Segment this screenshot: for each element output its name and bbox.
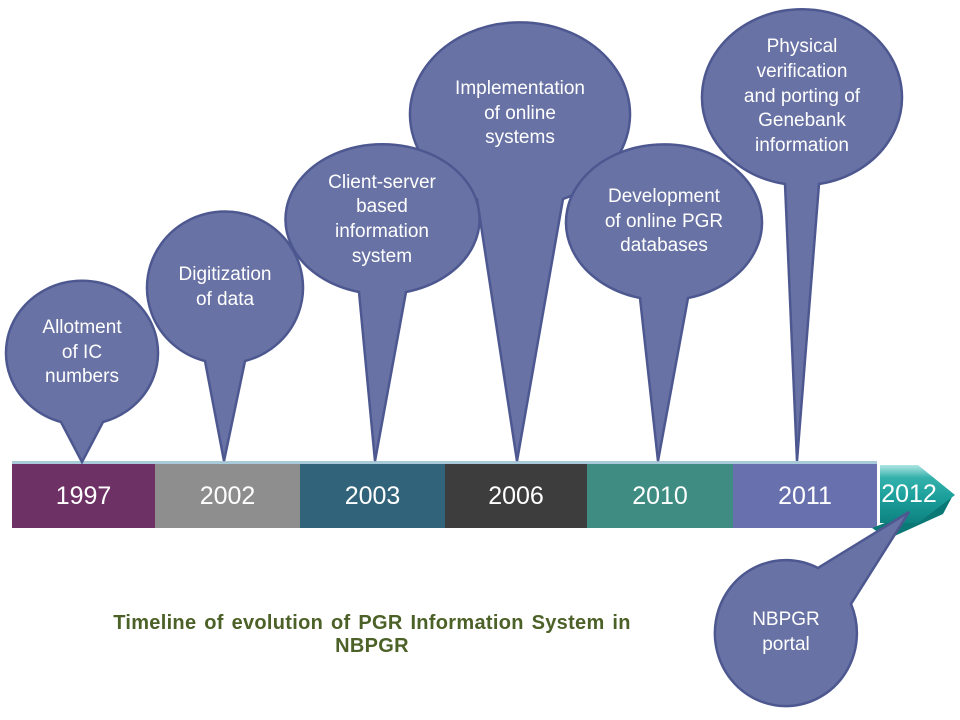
segment-2011	[733, 464, 877, 528]
segment-1997	[12, 464, 155, 528]
callout-implementation-shape	[408, 21, 632, 462]
callout-allotment-shape	[4, 279, 160, 465]
callout-physical-verification-shape	[700, 8, 904, 462]
arrow-2012	[880, 465, 955, 523]
callout-development-shape	[564, 143, 764, 462]
callout-digitization-shape	[145, 210, 305, 462]
timeline-bar	[12, 461, 955, 539]
segment-2006	[445, 464, 587, 528]
timeline-top-edge	[12, 461, 877, 464]
callout-client-server-shape	[284, 143, 481, 462]
segment-2002	[155, 464, 300, 528]
callout-nbpgr-portal-shape	[713, 510, 911, 708]
segment-2003	[300, 464, 445, 528]
callout-shapes	[4, 8, 911, 708]
segment-2010	[587, 464, 733, 528]
slide-caption: Timeline of evolution of PGR Information…	[113, 612, 631, 657]
